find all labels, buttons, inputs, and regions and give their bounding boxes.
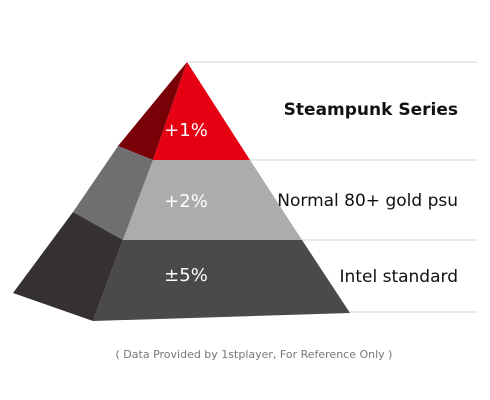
tier-bottom-front-face [93,240,350,321]
tier-middle-value: +2% [164,191,208,212]
tier-middle-side-face [73,146,153,240]
tier-top-side-face [118,62,187,160]
tier-bottom-side-face [13,212,123,321]
footnote: ( Data Provided by 1stplayer, For Refere… [116,348,393,361]
tier-middle-label: Normal 80+ gold psu [277,191,458,211]
tier-middle-front-face [123,160,302,240]
pyramid-tier-middle [73,146,302,240]
tier-top-value: +1% [164,120,208,141]
tier-top-label: Steampunk Series [284,100,458,120]
tier-bottom-label: Intel standard [340,267,458,287]
tier-bottom-value: ±5% [164,265,208,286]
pyramid-tier-top [118,62,250,160]
pyramid-tier-bottom [13,212,350,321]
tier-top-front-face [153,62,250,160]
